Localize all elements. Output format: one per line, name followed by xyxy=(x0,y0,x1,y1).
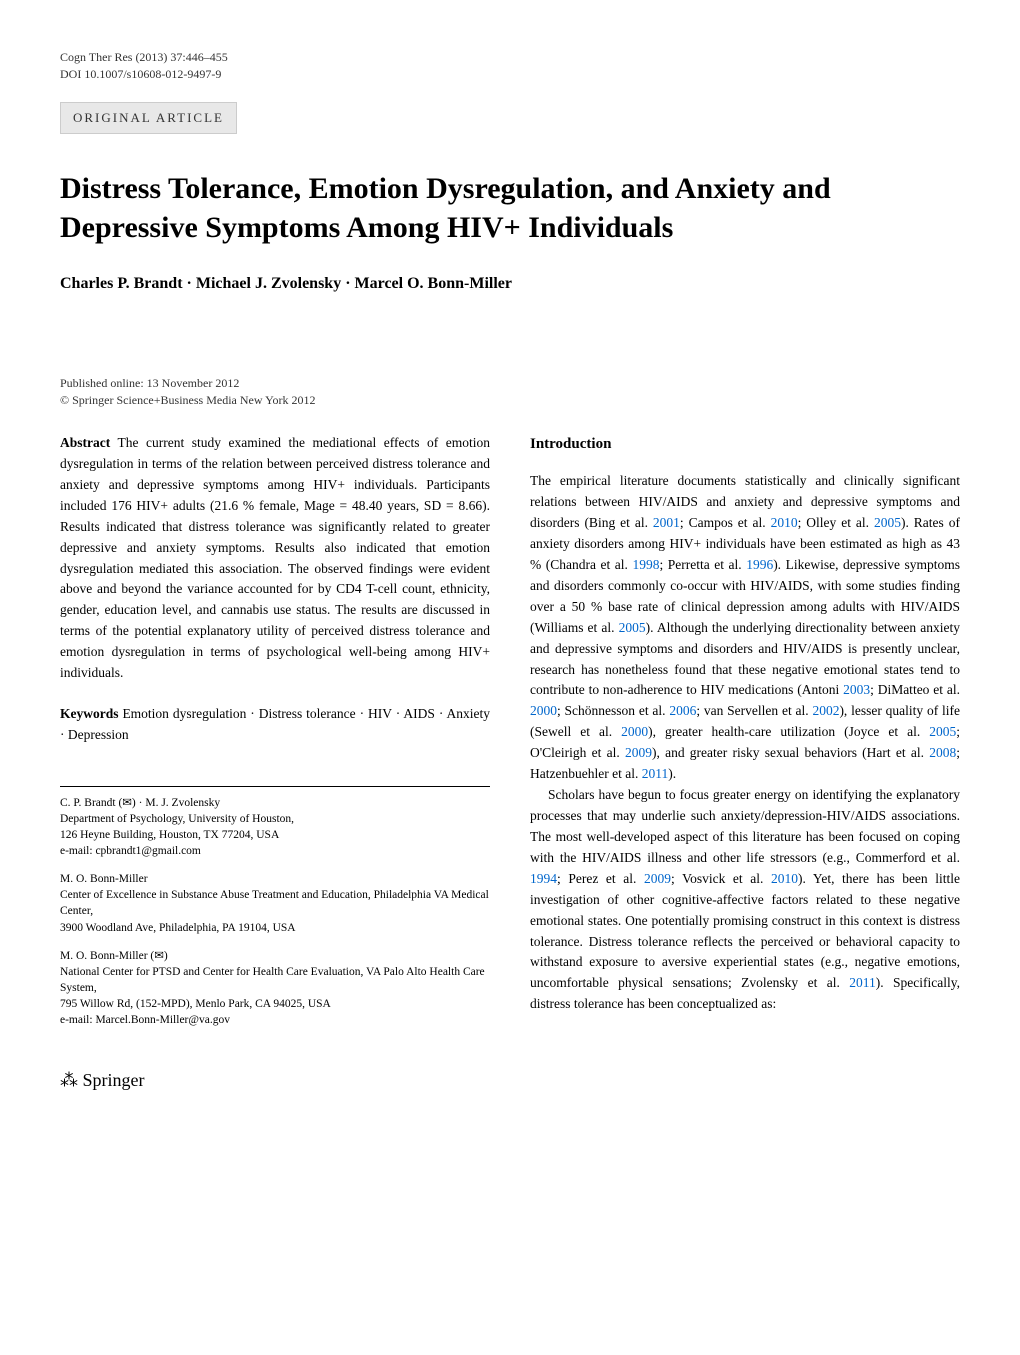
page-header: Cogn Ther Res (2013) 37:446–455 DOI 10.1… xyxy=(60,50,960,82)
intro-para-1: The empirical literature documents stati… xyxy=(530,471,960,785)
left-column: Abstract The current study examined the … xyxy=(60,433,490,1040)
ref-link[interactable]: 1994 xyxy=(530,871,557,886)
affiliation-addr: 126 Heyne Building, Houston, TX 77204, U… xyxy=(60,827,490,843)
author-affiliations: C. P. Brandt (✉) · M. J. Zvolensky Depar… xyxy=(60,786,490,1028)
affiliation-addr: 795 Willow Rd, (152-MPD), Menlo Park, CA… xyxy=(60,996,490,1012)
journal-reference: Cogn Ther Res (2013) 37:446–455 xyxy=(60,50,960,65)
publication-info: Published online: 13 November 2012 © Spr… xyxy=(60,376,960,408)
affiliation-dept: Department of Psychology, University of … xyxy=(60,811,490,827)
keywords-text: Emotion dysregulation · Distress toleran… xyxy=(60,706,490,742)
springer-icon: ⁂ xyxy=(60,1070,83,1090)
springer-text: Springer xyxy=(83,1070,145,1090)
article-type-text: ORIGINAL ARTICLE xyxy=(73,110,224,125)
introduction-heading: Introduction xyxy=(530,433,960,456)
doi: DOI 10.1007/s10608-012-9497-9 xyxy=(60,67,960,82)
affiliation-names: C. P. Brandt (✉) · M. J. Zvolensky xyxy=(60,795,490,811)
right-column: Introduction The empirical literature do… xyxy=(530,433,960,1040)
copyright-text: © Springer Science+Business Media New Yo… xyxy=(60,393,960,408)
content-columns: Abstract The current study examined the … xyxy=(60,433,960,1040)
affiliation-addr: 3900 Woodland Ave, Philadelphia, PA 1910… xyxy=(60,920,490,936)
ref-link[interactable]: 1998 xyxy=(632,557,659,572)
page-footer: ⁂ Springer xyxy=(60,1070,960,1091)
ref-link[interactable]: 2001 xyxy=(653,515,680,530)
ref-link[interactable]: 2005 xyxy=(929,724,956,739)
affiliation-block-1: C. P. Brandt (✉) · M. J. Zvolensky Depar… xyxy=(60,795,490,859)
ref-link[interactable]: 2000 xyxy=(530,703,557,718)
ref-link[interactable]: 2008 xyxy=(929,745,956,760)
ref-link[interactable]: 2003 xyxy=(843,682,870,697)
ref-link[interactable]: 2002 xyxy=(812,703,839,718)
introduction-text: The empirical literature documents stati… xyxy=(530,471,960,1015)
affiliation-email: e-mail: Marcel.Bonn-Miller@va.gov xyxy=(60,1012,490,1028)
abstract-label: Abstract xyxy=(60,435,110,450)
ref-link[interactable]: 2009 xyxy=(644,871,671,886)
affiliation-names: M. O. Bonn-Miller (✉) xyxy=(60,948,490,964)
ref-link[interactable]: 2010 xyxy=(771,871,798,886)
article-title: Distress Tolerance, Emotion Dysregulatio… xyxy=(60,169,960,247)
ref-link[interactable]: 2005 xyxy=(619,620,646,635)
authors-list: Charles P. Brandt · Michael J. Zvolensky… xyxy=(60,272,960,296)
ref-link[interactable]: 2005 xyxy=(874,515,901,530)
affiliation-email: e-mail: cpbrandt1@gmail.com xyxy=(60,843,490,859)
abstract-text: The current study examined the mediation… xyxy=(60,435,490,680)
ref-link[interactable]: 2011 xyxy=(849,975,876,990)
published-date: Published online: 13 November 2012 xyxy=(60,376,960,391)
ref-link[interactable]: 2010 xyxy=(771,515,798,530)
affiliation-dept: National Center for PTSD and Center for … xyxy=(60,964,490,996)
ref-link[interactable]: 2009 xyxy=(625,745,652,760)
affiliation-block-3: M. O. Bonn-Miller (✉) National Center fo… xyxy=(60,948,490,1028)
keywords-section: Keywords Emotion dysregulation · Distres… xyxy=(60,704,490,746)
affiliation-names: M. O. Bonn-Miller xyxy=(60,871,490,887)
ref-link[interactable]: 2000 xyxy=(621,724,648,739)
intro-para-2: Scholars have begun to focus greater ene… xyxy=(530,785,960,1015)
ref-link[interactable]: 1996 xyxy=(746,557,773,572)
ref-link[interactable]: 2006 xyxy=(669,703,696,718)
article-type-badge: ORIGINAL ARTICLE xyxy=(60,102,237,134)
springer-logo: ⁂ Springer xyxy=(60,1070,145,1091)
affiliation-block-2: M. O. Bonn-Miller Center of Excellence i… xyxy=(60,871,490,935)
ref-link[interactable]: 2011 xyxy=(642,766,669,781)
affiliation-dept: Center of Excellence in Substance Abuse … xyxy=(60,887,490,919)
abstract-section: Abstract The current study examined the … xyxy=(60,433,490,684)
keywords-label: Keywords xyxy=(60,706,119,721)
